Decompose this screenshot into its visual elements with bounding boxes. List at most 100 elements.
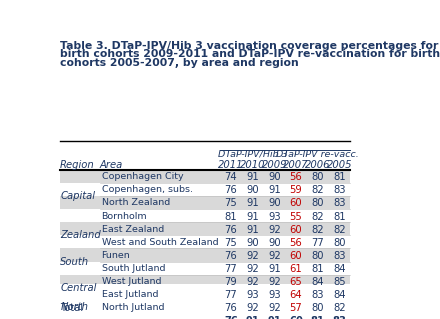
Text: 91: 91 [246, 316, 260, 319]
Text: DTaP-IPV/Hib 3: DTaP-IPV/Hib 3 [218, 150, 287, 159]
Text: 76: 76 [224, 251, 237, 261]
Text: 82: 82 [333, 303, 346, 313]
Text: 2010: 2010 [240, 160, 265, 170]
Text: 91: 91 [246, 198, 259, 208]
Text: 83: 83 [312, 290, 324, 300]
Text: 80: 80 [312, 198, 324, 208]
Text: 80: 80 [312, 172, 324, 182]
Text: 92: 92 [246, 264, 259, 274]
Text: 64: 64 [290, 290, 302, 300]
Text: 92: 92 [268, 251, 281, 261]
Text: 56: 56 [290, 238, 302, 248]
Text: 92: 92 [268, 277, 281, 287]
Text: 83: 83 [333, 316, 346, 319]
Text: 82: 82 [333, 225, 346, 234]
Text: 83: 83 [333, 251, 346, 261]
Text: 76: 76 [224, 185, 237, 195]
Text: 92: 92 [268, 225, 281, 234]
Text: 90: 90 [268, 198, 281, 208]
Text: 81: 81 [224, 211, 237, 221]
Text: 81: 81 [312, 264, 324, 274]
Text: 90: 90 [246, 185, 259, 195]
Text: DTaP-IPV re-vacc.: DTaP-IPV re-vacc. [276, 150, 359, 159]
Text: 56: 56 [290, 172, 302, 182]
Text: 76: 76 [224, 225, 237, 234]
Text: 74: 74 [224, 172, 237, 182]
Text: 82: 82 [312, 225, 324, 234]
Text: 85: 85 [333, 277, 346, 287]
Text: 2005: 2005 [326, 160, 352, 170]
Text: 60: 60 [290, 225, 302, 234]
Text: 80: 80 [333, 238, 346, 248]
Text: 61: 61 [290, 264, 302, 274]
Text: 79: 79 [224, 277, 237, 287]
Text: 93: 93 [268, 211, 281, 221]
Text: South: South [60, 256, 90, 267]
Text: North: North [60, 302, 88, 312]
Text: Copenhagen City: Copenhagen City [102, 172, 183, 181]
Text: Bornholm: Bornholm [102, 211, 147, 220]
Text: 92: 92 [246, 251, 259, 261]
Text: 92: 92 [268, 303, 281, 313]
Text: 92: 92 [246, 303, 259, 313]
Text: 2009: 2009 [261, 160, 287, 170]
Bar [60, 288, 350, 301]
Text: 77: 77 [312, 238, 324, 248]
Text: 60: 60 [290, 198, 302, 208]
Text: Capital: Capital [60, 191, 95, 201]
Text: 80: 80 [312, 251, 324, 261]
Bar [60, 235, 350, 249]
Bar [60, 249, 350, 262]
Text: Region: Region [60, 160, 95, 170]
Text: 76: 76 [224, 316, 238, 319]
Text: West and South Zealand: West and South Zealand [102, 238, 218, 247]
Text: 2006: 2006 [305, 160, 330, 170]
Text: 75: 75 [224, 238, 237, 248]
Text: 84: 84 [312, 277, 324, 287]
Text: 91: 91 [268, 264, 281, 274]
Text: North Jutland: North Jutland [102, 303, 164, 312]
Text: 60: 60 [289, 316, 303, 319]
Text: East Zealand: East Zealand [102, 225, 164, 234]
Text: 91: 91 [246, 172, 259, 182]
Text: Table 3. DTaP-IPV/Hib 3 vaccination coverage percentages for: Table 3. DTaP-IPV/Hib 3 vaccination cove… [60, 41, 438, 51]
Bar [60, 209, 350, 222]
Bar [60, 301, 350, 314]
Text: North Zealand: North Zealand [102, 198, 170, 207]
Text: 60: 60 [290, 251, 302, 261]
Text: 76: 76 [224, 303, 237, 313]
Text: West Jutland: West Jutland [102, 277, 161, 286]
Text: 91: 91 [246, 225, 259, 234]
Bar [60, 275, 350, 288]
Bar [60, 262, 350, 275]
Text: 57: 57 [290, 303, 302, 313]
Text: South Jutland: South Jutland [102, 264, 165, 273]
Text: Central: Central [60, 283, 97, 293]
Text: 59: 59 [290, 185, 302, 195]
Text: 93: 93 [246, 290, 259, 300]
Bar [60, 196, 350, 209]
Text: 81: 81 [311, 316, 325, 319]
Text: 90: 90 [246, 238, 259, 248]
Text: 2007: 2007 [283, 160, 309, 170]
Bar [60, 222, 350, 235]
Text: 81: 81 [333, 172, 346, 182]
Text: Area: Area [100, 160, 123, 170]
Text: 84: 84 [333, 290, 346, 300]
Text: 82: 82 [312, 211, 324, 221]
Text: 80: 80 [312, 303, 324, 313]
Text: 91: 91 [268, 185, 281, 195]
Text: Copenhagen, subs.: Copenhagen, subs. [102, 185, 193, 194]
Text: 65: 65 [290, 277, 302, 287]
Text: 90: 90 [268, 172, 281, 182]
Text: 81: 81 [333, 211, 346, 221]
Text: cohorts 2005-2007, by area and region: cohorts 2005-2007, by area and region [60, 57, 298, 68]
Text: birth cohorts 2009-2011 and DTaP-IPV re-vaccination for birth: birth cohorts 2009-2011 and DTaP-IPV re-… [60, 49, 440, 59]
Text: 90: 90 [268, 238, 281, 248]
Text: Total: Total [60, 303, 84, 313]
Text: 55: 55 [290, 211, 302, 221]
Text: 77: 77 [224, 264, 237, 274]
Bar [60, 170, 350, 183]
Text: 77: 77 [224, 290, 237, 300]
Bar [60, 183, 350, 196]
